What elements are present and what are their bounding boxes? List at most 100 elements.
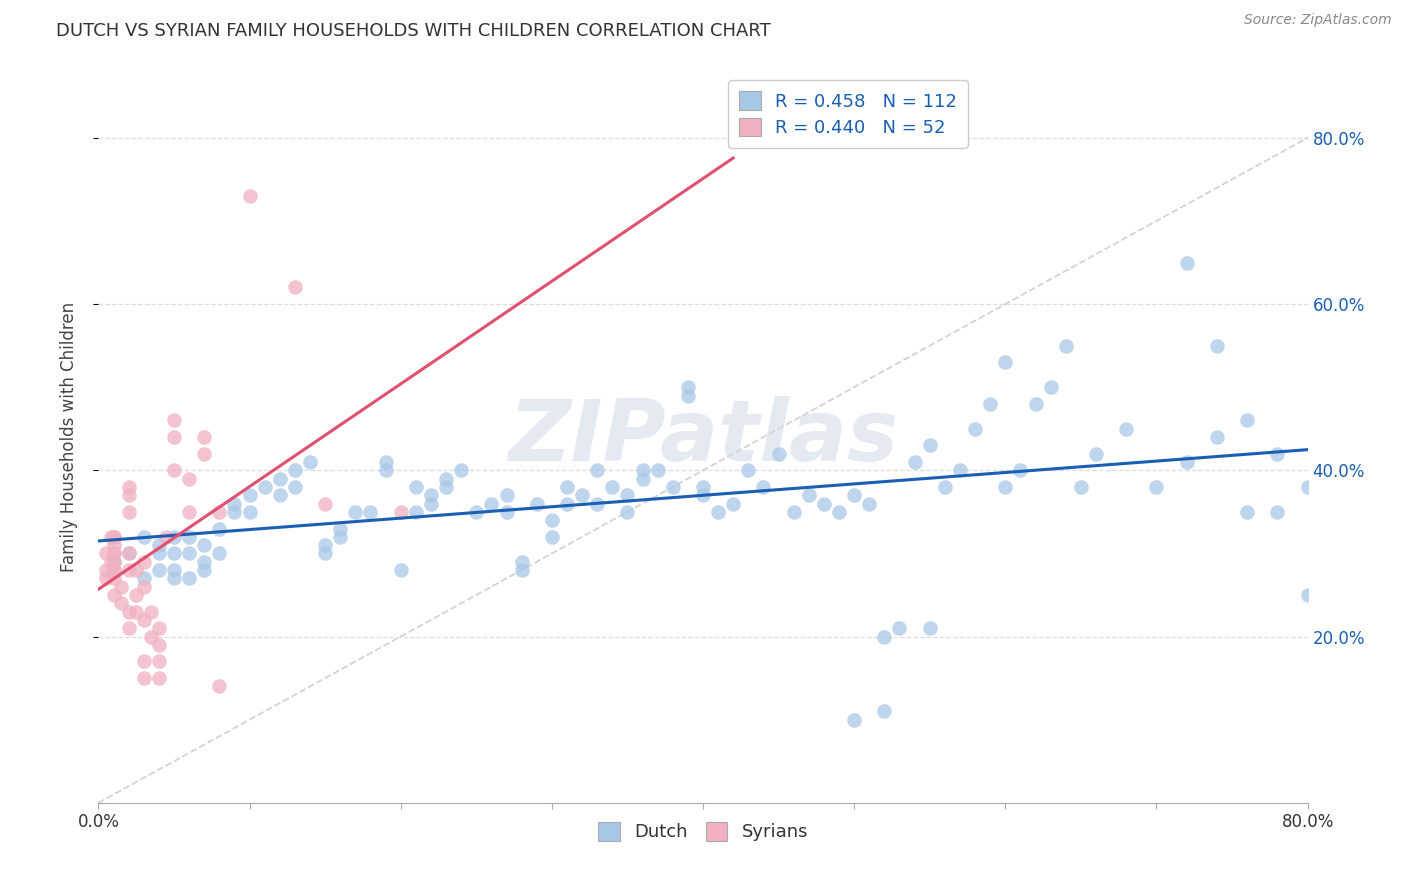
- Point: [586, 463, 609, 477]
- Point: [148, 563, 170, 577]
- Point: [118, 546, 141, 560]
- Point: [616, 488, 638, 502]
- Point: [179, 546, 201, 560]
- Point: [155, 530, 177, 544]
- Point: [103, 546, 125, 560]
- Point: [193, 555, 215, 569]
- Point: [193, 538, 215, 552]
- Point: [208, 521, 231, 535]
- Point: [110, 596, 132, 610]
- Point: [918, 438, 941, 452]
- Point: [208, 546, 231, 560]
- Point: [979, 397, 1001, 411]
- Point: [828, 505, 851, 519]
- Point: [783, 505, 806, 519]
- Point: [661, 480, 683, 494]
- Point: [873, 630, 896, 644]
- Point: [179, 571, 201, 585]
- Point: [1024, 397, 1046, 411]
- Point: [103, 555, 125, 569]
- Point: [555, 497, 578, 511]
- Point: [239, 505, 262, 519]
- Text: DUTCH VS SYRIAN FAMILY HOUSEHOLDS WITH CHILDREN CORRELATION CHART: DUTCH VS SYRIAN FAMILY HOUSEHOLDS WITH C…: [56, 22, 770, 40]
- Point: [844, 488, 866, 502]
- Point: [163, 463, 186, 477]
- Point: [329, 530, 352, 544]
- Point: [94, 571, 117, 585]
- Point: [110, 580, 132, 594]
- Point: [224, 497, 246, 511]
- Point: [768, 447, 790, 461]
- Point: [132, 671, 155, 685]
- Point: [103, 538, 125, 552]
- Point: [692, 480, 714, 494]
- Point: [103, 571, 125, 585]
- Point: [253, 480, 276, 494]
- Point: [193, 447, 215, 461]
- Point: [103, 588, 125, 602]
- Point: [844, 713, 866, 727]
- Point: [934, 480, 956, 494]
- Point: [994, 480, 1017, 494]
- Point: [1296, 588, 1319, 602]
- Point: [405, 480, 427, 494]
- Point: [118, 480, 141, 494]
- Point: [420, 497, 443, 511]
- Point: [1236, 413, 1258, 427]
- Point: [148, 655, 170, 669]
- Y-axis label: Family Households with Children: Family Households with Children: [59, 302, 77, 572]
- Point: [163, 430, 186, 444]
- Point: [1144, 480, 1167, 494]
- Point: [1296, 480, 1319, 494]
- Point: [132, 530, 155, 544]
- Point: [103, 563, 125, 577]
- Point: [100, 555, 122, 569]
- Point: [141, 605, 163, 619]
- Point: [1010, 463, 1032, 477]
- Point: [103, 555, 125, 569]
- Point: [1039, 380, 1062, 394]
- Point: [148, 638, 170, 652]
- Point: [284, 480, 307, 494]
- Point: [752, 480, 775, 494]
- Point: [797, 488, 820, 502]
- Text: ZIPatlas: ZIPatlas: [508, 395, 898, 479]
- Point: [118, 505, 141, 519]
- Point: [465, 505, 488, 519]
- Point: [132, 571, 155, 585]
- Point: [329, 521, 352, 535]
- Point: [692, 488, 714, 502]
- Point: [676, 388, 699, 402]
- Point: [284, 280, 307, 294]
- Point: [616, 505, 638, 519]
- Point: [602, 480, 624, 494]
- Point: [179, 505, 201, 519]
- Point: [540, 530, 562, 544]
- Point: [707, 505, 730, 519]
- Point: [141, 630, 163, 644]
- Point: [208, 505, 231, 519]
- Point: [481, 497, 503, 511]
- Point: [118, 488, 141, 502]
- Point: [118, 621, 141, 635]
- Point: [284, 463, 307, 477]
- Point: [163, 571, 186, 585]
- Point: [179, 530, 201, 544]
- Point: [118, 605, 141, 619]
- Point: [132, 613, 155, 627]
- Point: [163, 530, 186, 544]
- Point: [148, 671, 170, 685]
- Point: [1115, 422, 1137, 436]
- Point: [179, 472, 201, 486]
- Point: [148, 621, 170, 635]
- Point: [132, 580, 155, 594]
- Point: [269, 488, 291, 502]
- Point: [132, 655, 155, 669]
- Point: [737, 463, 759, 477]
- Point: [125, 605, 148, 619]
- Point: [103, 530, 125, 544]
- Point: [132, 555, 155, 569]
- Point: [163, 413, 186, 427]
- Text: Source: ZipAtlas.com: Source: ZipAtlas.com: [1244, 13, 1392, 28]
- Point: [434, 480, 457, 494]
